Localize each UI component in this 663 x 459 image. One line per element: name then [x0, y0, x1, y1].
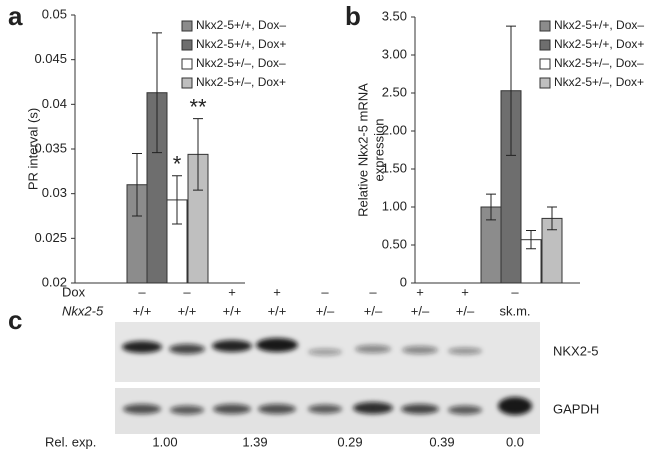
- band-label: NKX2-5: [553, 343, 599, 358]
- y-tick-label: 0.50: [382, 236, 407, 251]
- y-tick-label: 2.50: [382, 84, 407, 99]
- legend-swatch: [539, 20, 551, 32]
- y-tick-label: 3.00: [382, 46, 407, 61]
- panel-label: b: [345, 1, 361, 31]
- error-bar: [132, 152, 142, 217]
- rel-label: Rel. exp.: [45, 434, 96, 449]
- y-tick-label: 1.00: [382, 198, 407, 213]
- error-bar: [172, 175, 182, 225]
- legend-swatch: [181, 39, 193, 51]
- legend-label: Nkx2-5+/–, Dox+: [196, 75, 286, 89]
- genotype-label: +/–: [364, 303, 383, 318]
- legend-label: Nkx2-5+/–, Dox–: [554, 56, 644, 70]
- error-bar: [547, 206, 557, 231]
- genotype-label: +/–: [411, 303, 430, 318]
- y-tick-label: 0.04: [42, 96, 67, 111]
- y-tick-label: 0.05: [42, 6, 67, 21]
- rel-value: 0.29: [337, 434, 362, 449]
- error-bar: [506, 25, 516, 156]
- legend-label: Nkx2-5+/+, Dox–: [554, 18, 644, 32]
- y-tick-label: 0.045: [34, 51, 67, 66]
- legend-label: Nkx2-5+/+, Dox+: [554, 37, 644, 51]
- legend-label: Nkx2-5+/+, Dox–: [196, 18, 286, 32]
- genotype-label: +/+: [223, 303, 242, 318]
- rel-value: 1.39: [242, 434, 267, 449]
- y-tick-label: 0.02: [42, 274, 67, 289]
- dox-label: –: [321, 284, 329, 299]
- blot-bands: [122, 338, 532, 415]
- genotype-label: +/+: [133, 303, 152, 318]
- annotation: **: [189, 94, 207, 119]
- legend-swatch: [539, 77, 551, 89]
- legend-label: Nkx2-5+/–, Dox–: [196, 56, 286, 70]
- y-tick-label: 0.035: [34, 140, 67, 155]
- panel-label: a: [8, 1, 23, 31]
- dox-label: +: [461, 284, 469, 299]
- legend-swatch: [181, 77, 193, 89]
- y-axis-label: PR interval (s): [25, 108, 40, 190]
- genotype-label: +/+: [268, 303, 287, 318]
- row-label: Dox: [62, 284, 86, 299]
- y-tick-label: 1.50: [382, 160, 407, 175]
- error-bar: [526, 230, 536, 250]
- rel-value: 1.00: [152, 434, 177, 449]
- legend-swatch: [181, 20, 193, 32]
- legend-swatch: [539, 39, 551, 51]
- y-axis-label: expression: [371, 119, 386, 182]
- y-tick-label: 0.03: [42, 185, 67, 200]
- dox-label: +: [273, 284, 281, 299]
- legend-label: Nkx2-5+/+, Dox+: [196, 37, 286, 51]
- dox-label: +: [228, 284, 236, 299]
- annotation: *: [173, 152, 182, 177]
- error-bar: [193, 118, 203, 191]
- legend-swatch: [181, 58, 193, 70]
- dox-label: –: [369, 284, 377, 299]
- genotype-label: sk.m.: [499, 303, 530, 318]
- error-bar: [486, 193, 496, 221]
- legend-label: Nkx2-5+/–, Dox+: [554, 75, 644, 89]
- y-tick-label: 2.00: [382, 122, 407, 137]
- y-tick-label: 0.025: [34, 230, 67, 245]
- error-bar: [152, 32, 162, 154]
- rel-value: 0.39: [429, 434, 454, 449]
- genotype-label: +/–: [456, 303, 475, 318]
- y-axis-label: Relative Nkx2-5 mRNA: [355, 83, 370, 217]
- panel-label: c: [8, 305, 22, 335]
- dox-label: +: [416, 284, 424, 299]
- dox-label: –: [138, 284, 146, 299]
- band-label: GAPDH: [553, 401, 599, 416]
- y-tick-label: 3.50: [382, 8, 407, 23]
- rel-value: 0.0: [506, 434, 524, 449]
- dox-label: –: [511, 284, 519, 299]
- genotype-label: +/–: [316, 303, 335, 318]
- dox-label: –: [183, 284, 191, 299]
- y-tick-label: 0: [400, 274, 407, 289]
- genotype-label: +/+: [178, 303, 197, 318]
- legend-swatch: [539, 58, 551, 70]
- row-label: Nkx2-5: [62, 303, 104, 318]
